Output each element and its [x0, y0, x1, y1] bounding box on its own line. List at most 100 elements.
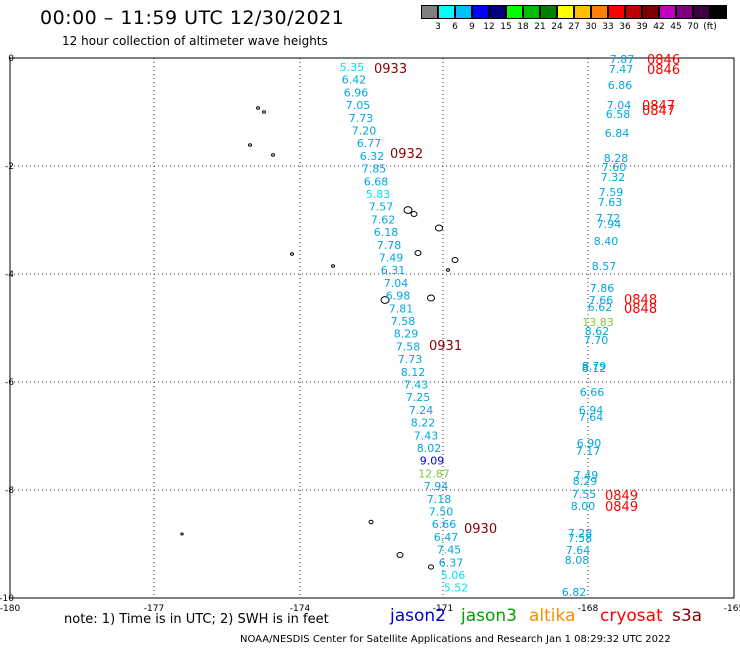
legend-s3a: s3a: [672, 606, 703, 626]
colorbar-label: 6: [452, 22, 458, 32]
pass-time-label: 0931: [429, 339, 462, 354]
island-outline: [435, 224, 443, 232]
swh-value-label: 7.20: [352, 125, 377, 138]
track-east-labels: 7.877.47 6.86 7.046.58 6.84 8.287.607.32 7.59…: [562, 53, 680, 599]
pass-time-label: 0847: [642, 99, 675, 114]
y-tick-label: -10: [0, 594, 14, 604]
island-outline: [410, 210, 418, 218]
island-outline: [271, 153, 275, 157]
swh-value-label: 7.43: [404, 379, 429, 392]
swh-value-label: 6.32: [360, 150, 385, 163]
swh-value-label: 5.35: [340, 61, 365, 74]
swh-value-label: 7.43: [414, 429, 439, 442]
island-outline: [396, 551, 404, 559]
pass-time-label: 0932: [390, 147, 423, 162]
swh-value-label: 7.63: [598, 196, 623, 209]
swh-value-label: 7.59: [599, 186, 624, 199]
pass-time-label: 0849: [605, 489, 638, 504]
swh-value-label: 8.08: [565, 554, 590, 567]
x-tick-label: -165: [724, 604, 740, 614]
island-outline: [180, 532, 184, 536]
swh-value-label: 5.52: [444, 582, 469, 595]
swh-value-label: 6.68: [364, 175, 389, 188]
island-outline: [290, 252, 294, 256]
swh-value-label: 7.24: [409, 404, 434, 417]
island-outline: [427, 294, 435, 302]
pass-time-label: 0933: [374, 62, 407, 77]
island-outline: [331, 264, 335, 268]
legend-jason3: jason3: [461, 606, 517, 626]
map-gridlines: [10, 58, 734, 598]
swh-value-label: 6.96: [344, 86, 369, 99]
swh-value-label: 7.86: [590, 282, 615, 295]
colorbar-swatch: [591, 5, 608, 19]
colorbar-swatch: [540, 5, 557, 19]
colorbar-swatch: [472, 5, 489, 19]
page-subtitle: 12 hour collection of altimeter wave hei…: [62, 34, 328, 48]
x-tick-label: -171: [433, 604, 453, 614]
swh-value-label: 7.87: [610, 53, 635, 66]
swh-value-label: 8.29: [394, 328, 419, 341]
swh-value-label: 7.49: [574, 469, 599, 482]
swh-value-label: 8.12: [401, 366, 426, 379]
swh-value-label: 7.18: [427, 493, 452, 506]
colorbar-swatch: [438, 5, 455, 19]
colorbar-label: 36: [619, 22, 631, 32]
swh-value-label: 7.28: [568, 527, 593, 540]
pass-time-label: 0846: [647, 53, 680, 68]
colorbar-label: 24: [551, 22, 563, 32]
island-outline: [248, 143, 252, 147]
swh-value-label: 7.58: [568, 532, 593, 545]
swh-value-label: 7.78: [377, 239, 402, 252]
swh-value-label: 7.81: [389, 302, 414, 315]
swh-value-label: 8.12: [582, 362, 607, 375]
colorbar-label: 70: [687, 22, 699, 32]
swh-value-label: 6.66: [580, 386, 605, 399]
credit-line: NOAA/NESDIS Center for Satellite Applica…: [240, 634, 671, 645]
colorbar-swatch: [608, 5, 625, 19]
swh-value-label: 8.29: [573, 475, 598, 488]
page-title: 00:00 – 11:59 UTC 12/30/2021: [40, 7, 345, 29]
swh-value-label: 6.58: [606, 108, 631, 121]
swh-value-label: 6.37: [439, 556, 464, 569]
colorbar-label: 15: [500, 22, 512, 32]
colorbar-label: (ft): [703, 22, 717, 32]
colorbar-swatch: [455, 5, 472, 19]
swh-value-label: 8.22: [411, 417, 436, 430]
island-outline: [380, 296, 390, 304]
swh-value-label: 8.57: [592, 260, 617, 273]
colorbar-label: 21: [534, 22, 546, 32]
island-outline: [256, 106, 260, 110]
colorbar-swatch: [625, 5, 642, 19]
swh-value-label: 8.00: [571, 500, 596, 513]
swh-value-label: 7.57: [369, 201, 394, 214]
colorbar-swatch: [693, 5, 710, 19]
y-tick-label: -2: [5, 162, 14, 172]
swh-value-label: 7.25: [406, 391, 431, 404]
colorbar-label: 3: [435, 22, 441, 32]
swh-value-label: 6.31: [381, 264, 406, 277]
island-outline: [451, 256, 459, 264]
map-frame: [9, 57, 735, 599]
swh-value-label: 7.32: [601, 171, 626, 184]
island-outline: [403, 206, 413, 214]
swh-value-label: 7.73: [398, 353, 423, 366]
legend-altika: altika: [529, 606, 576, 626]
colorbar-label: 39: [636, 22, 648, 32]
island-outline: [368, 519, 374, 525]
island-outline: [428, 564, 434, 570]
colorbar-swatch: [557, 5, 574, 19]
swh-value-label: 7.05: [346, 99, 371, 112]
swh-value-label: 13.83: [582, 316, 614, 329]
colorbar-label: 12: [483, 22, 495, 32]
swh-value-label: 7.17: [576, 445, 601, 458]
x-tick-label: -168: [578, 604, 599, 614]
swh-value-label: 6.90: [577, 437, 602, 450]
swh-value-label: 6.82: [562, 586, 587, 599]
swh-value-label: 7.49: [379, 252, 404, 265]
swh-value-label: 8.62: [585, 325, 610, 338]
swh-value-label: 12.87: [418, 467, 450, 480]
units-note: note: 1) Time is in UTC; 2) SWH is in fe…: [64, 612, 329, 627]
colorbar-swatch: [421, 5, 438, 19]
swh-value-label: 8.02: [417, 442, 442, 455]
